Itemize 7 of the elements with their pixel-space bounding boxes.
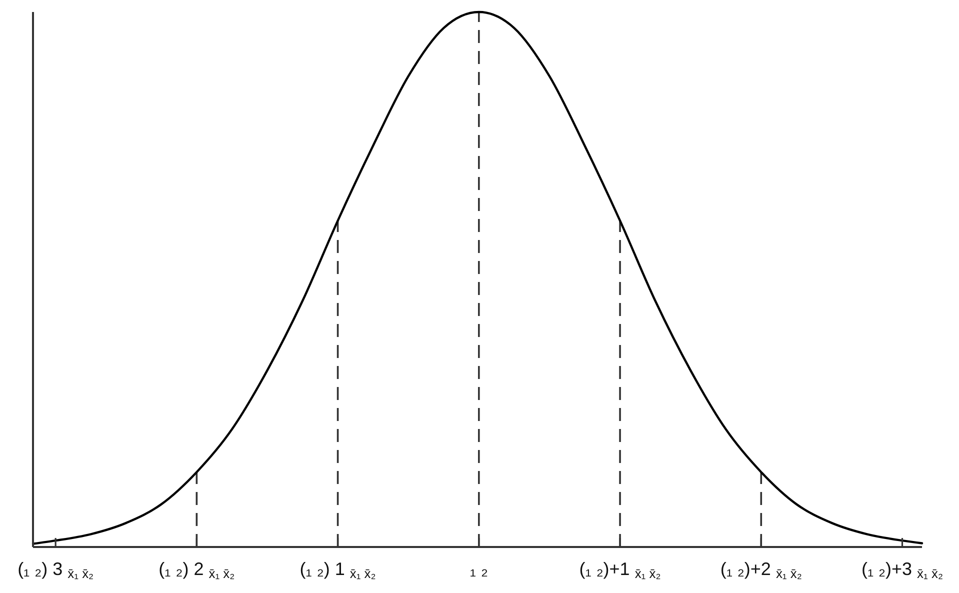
x-tick-label: (₁ ₂) 3 $_{x̄₁ x̄₂}$: [18, 559, 94, 581]
x-tick-label: ₁ ₂: [470, 559, 488, 579]
x-tick-label: (₁ ₂) 1 $_{x̄₁ x̄₂}$: [300, 559, 376, 581]
x-tick-label: (₁ ₂)+2 $_{x̄₁ x̄₂}$: [720, 559, 802, 581]
x-tick-label: (₁ ₂)+3 $_{x̄₁ x̄₂}$: [861, 559, 944, 581]
x-tick-label: (₁ ₂) 2 $_{x̄₁ x̄₂}$: [158, 559, 235, 581]
x-tick-label: (₁ ₂)+1 $_{x̄₁ x̄₂}$: [579, 559, 661, 581]
